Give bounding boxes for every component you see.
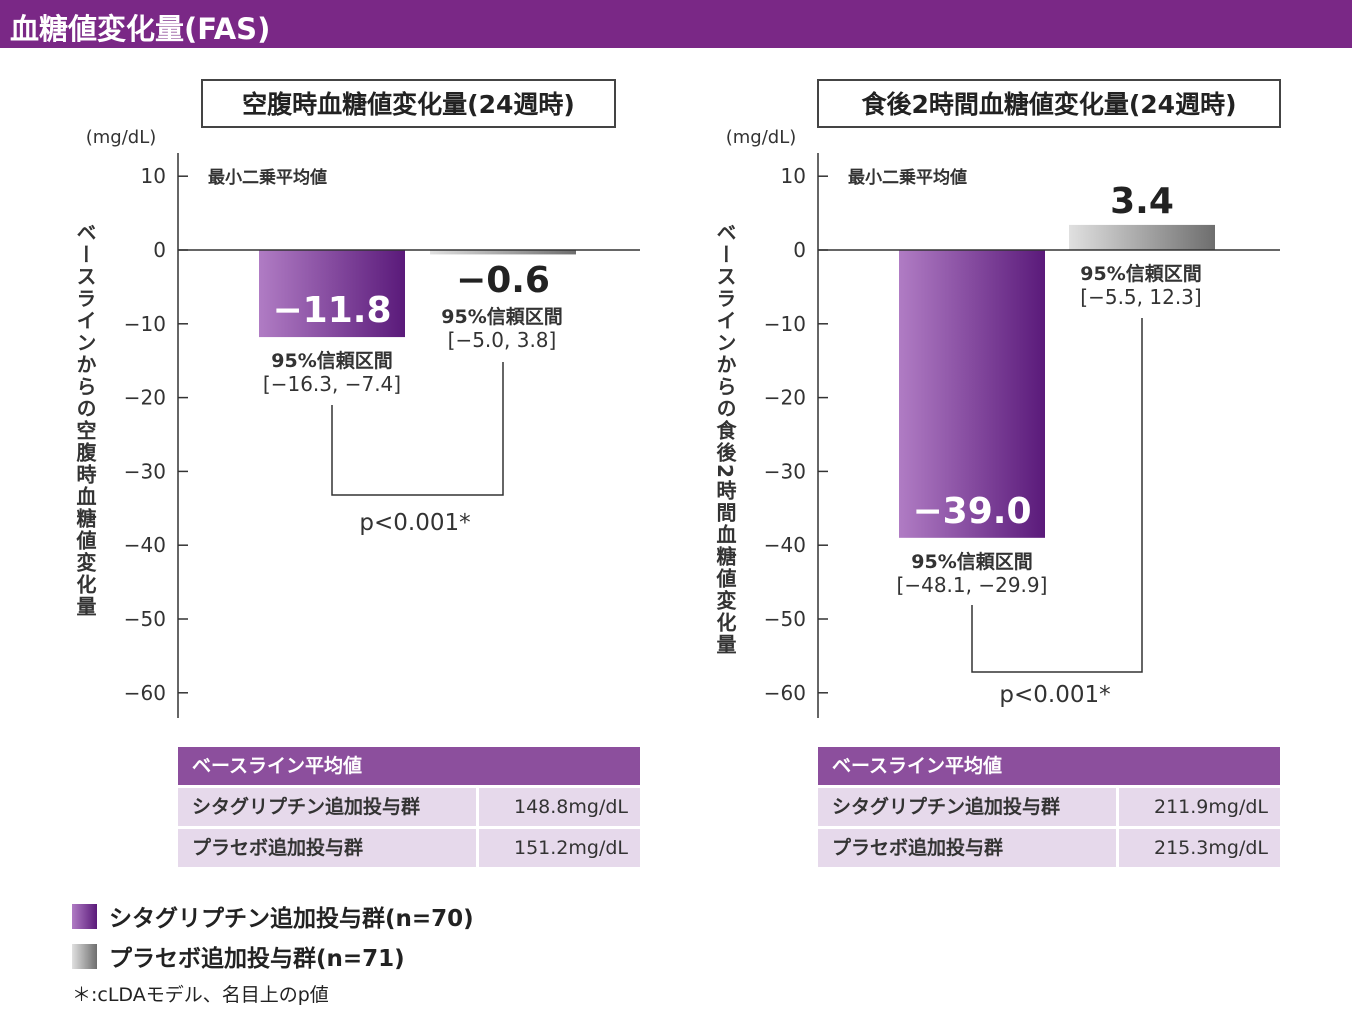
chart-title: 食後2時間血糖値変化量(24週時) <box>861 90 1236 119</box>
y-tick-label: −20 <box>124 386 166 410</box>
ci-value: [−5.0, 3.8] <box>448 328 557 352</box>
ci-title: 95%信頼区間 <box>1080 262 1201 285</box>
y-tick-label: −40 <box>124 533 166 557</box>
bar-placebo <box>430 250 576 255</box>
group-cell: プラセボ追加投与群 <box>178 829 476 867</box>
group-cell: シタグリプチン追加投与群 <box>178 788 476 826</box>
table-row: シタグリプチン追加投与群 148.8mg/dL <box>178 788 640 826</box>
value-cell: 151.2mg/dL <box>479 829 640 867</box>
chart-title-box <box>817 79 1281 128</box>
y-tick-label: −30 <box>764 459 806 483</box>
unit-label: (mg/dL) <box>86 127 157 148</box>
data-label: −0.6 <box>456 260 550 301</box>
y-tick-label: −60 <box>764 681 806 705</box>
annotation: 最小二乗平均値 <box>208 167 327 188</box>
legend-label: プラセボ追加投与群(n=71) <box>109 946 405 972</box>
data-label: −39.0 <box>913 491 1032 532</box>
baseline-table-fasting: ベースライン平均値 シタグリプチン追加投与群 148.8mg/dL プラセボ追加投… <box>178 747 640 867</box>
value-cell: 215.3mg/dL <box>1119 829 1280 867</box>
table-row: プラセボ追加投与群 215.3mg/dL <box>818 829 1280 867</box>
significance-bracket <box>331 362 504 496</box>
chart-title-box <box>201 79 616 128</box>
y-tick-label: −30 <box>124 459 166 483</box>
data-label: −11.8 <box>273 290 392 331</box>
ci-title: 95%信頼区間 <box>911 550 1032 573</box>
y-tick-label: −50 <box>124 607 166 631</box>
table-row: シタグリプチン追加投与群 211.9mg/dL <box>818 788 1280 826</box>
footnote: ＊:cLDAモデル、名目上のp値 <box>72 984 329 1006</box>
y-tick-label: 10 <box>141 164 166 188</box>
legend-label: シタグリプチン追加投与群(n=70) <box>109 906 474 932</box>
legend-item-sitagliptin: シタグリプチン追加投与群(n=70) <box>72 899 474 933</box>
y-tick-label: −20 <box>764 386 806 410</box>
bar-sitagliptin <box>259 250 405 338</box>
y-tick-label: −50 <box>764 607 806 631</box>
group-cell: シタグリプチン追加投与群 <box>818 788 1116 826</box>
y-axis-label: ベースラインからの空腹時血糖値変化量 <box>73 222 97 618</box>
legend-swatch <box>72 903 97 929</box>
chart-title: 空腹時血糖値変化量(24週時) <box>242 90 575 119</box>
baseline-table-postprandial: ベースライン平均値 シタグリプチン追加投与群 211.9mg/dL プラセボ追加投… <box>818 747 1280 867</box>
header-bar: 血糖値変化量(FAS) <box>0 0 1352 48</box>
table-header: ベースライン平均値 <box>818 747 1280 785</box>
y-tick-label: −40 <box>764 533 806 557</box>
value-cell: 211.9mg/dL <box>1119 788 1280 826</box>
ci-title: 95%信頼区間 <box>441 305 562 328</box>
unit-label: (mg/dL) <box>726 127 797 148</box>
y-tick-label: −10 <box>124 312 166 336</box>
value-cell: 148.8mg/dL <box>479 788 640 826</box>
p-value: p<0.001* <box>999 682 1110 708</box>
table-row: プラセボ追加投与群 151.2mg/dL <box>178 829 640 867</box>
data-label: 3.4 <box>1110 181 1174 222</box>
y-tick-label: 10 <box>781 164 806 188</box>
ci-value: [−48.1, −29.9] <box>897 573 1048 597</box>
y-tick-label: −10 <box>764 312 806 336</box>
ci-value: [−16.3, −7.4] <box>263 372 401 396</box>
y-tick-label: −60 <box>124 681 166 705</box>
significance-bracket <box>971 318 1143 673</box>
legend-item-placebo: プラセボ追加投与群(n=71) <box>72 939 405 973</box>
bar-placebo <box>1069 224 1215 250</box>
table-header: ベースライン平均値 <box>178 747 640 785</box>
p-value: p<0.001* <box>359 510 470 536</box>
legend-swatch <box>72 943 97 969</box>
annotation: 最小二乗平均値 <box>848 167 967 188</box>
ci-title: 95%信頼区間 <box>271 349 392 372</box>
ci-value: [−5.5, 12.3] <box>1080 285 1201 309</box>
page-title: 血糖値変化量(FAS) <box>10 12 271 46</box>
y-tick-label: 0 <box>793 238 806 262</box>
y-axis-label: ベースラインからの食後2時間血糖値変化量 <box>713 222 737 656</box>
group-cell: プラセボ追加投与群 <box>818 829 1116 867</box>
bar-sitagliptin <box>899 250 1045 538</box>
y-tick-label: 0 <box>153 238 166 262</box>
